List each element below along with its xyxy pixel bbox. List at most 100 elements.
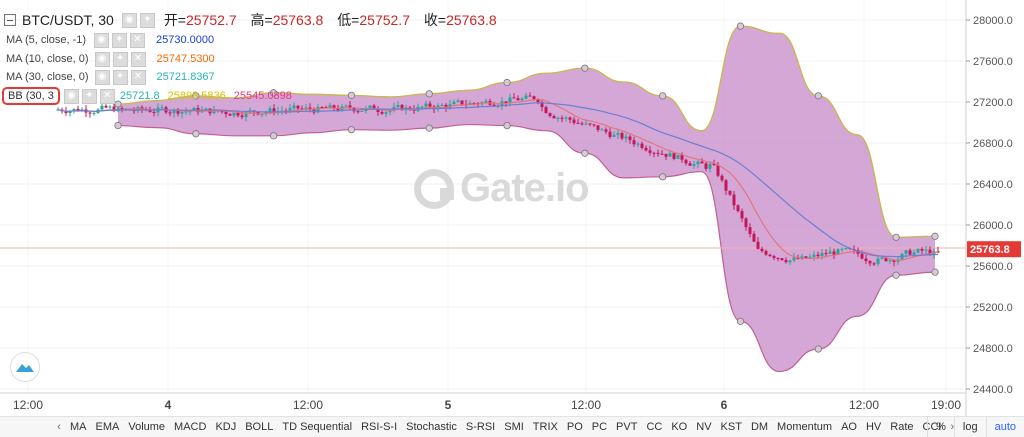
candle-body [660, 153, 664, 155]
toolbar-item-rsi-s-i[interactable]: RSI-S-I [361, 421, 398, 433]
percent-toggle[interactable]: % [927, 417, 954, 437]
candle-body [624, 136, 628, 139]
tradingview-logo[interactable] [10, 352, 40, 382]
toolbar-item-ma[interactable]: MA [70, 421, 87, 433]
toolbar-item-rate[interactable]: Rate [890, 421, 914, 433]
candle-body [772, 256, 776, 258]
candle-body [368, 105, 372, 108]
log-toggle[interactable]: log [953, 417, 986, 437]
candle-body [824, 253, 828, 255]
toolbar-item-kdj[interactable]: KDJ [215, 421, 237, 433]
toolbar-item-ema[interactable]: EMA [95, 421, 120, 433]
toolbar-item-stochastic[interactable]: Stochastic [406, 421, 457, 433]
toolbar-item-ko[interactable]: KO [671, 421, 688, 433]
scroll-right-icon[interactable]: › [950, 421, 955, 433]
close-icon[interactable]: ✕ [130, 32, 145, 48]
visibility-icon[interactable]: ◉ [94, 51, 110, 67]
candle-body [516, 98, 520, 101]
close-icon[interactable]: ✕ [130, 69, 146, 85]
candle-body [348, 105, 352, 108]
candle-body [484, 100, 488, 103]
candle-body [224, 111, 228, 115]
candle-body [296, 105, 300, 109]
candle-body [804, 256, 808, 258]
visibility-icon[interactable]: ◉ [94, 32, 109, 48]
toolbar-item-hv[interactable]: HV [865, 421, 882, 433]
collapse-legend-icon[interactable] [4, 14, 16, 26]
toolbar-item-macd[interactable]: MACD [174, 421, 207, 433]
visibility-icon[interactable]: ◉ [94, 69, 110, 85]
candle-body [168, 112, 172, 114]
toolbar-item-dm[interactable]: DM [750, 421, 769, 433]
candle-body [704, 163, 708, 169]
candle-body [172, 109, 176, 114]
candle-body [444, 104, 448, 108]
low-value: 25752.7 [359, 12, 410, 28]
close-icon[interactable]: ✕ [130, 51, 146, 67]
candle-body [136, 107, 140, 111]
indicator-bb[interactable]: BB (30, 3 ◉ ✦ ✕ 25721.8 25898.5836 25545… [2, 87, 292, 105]
candle-body [840, 248, 844, 250]
toolbar-item-pvt[interactable]: PVT [616, 421, 638, 433]
settings-icon[interactable]: ✦ [112, 69, 128, 85]
toolbar-item-cc[interactable]: CC [646, 421, 663, 433]
candle-body [232, 113, 236, 116]
toolbar-item-s-rsi[interactable]: S-RSI [465, 421, 496, 433]
toolbar-item-volume[interactable]: Volume [128, 421, 166, 433]
toolbar-item-po[interactable]: PO [566, 421, 583, 433]
indicator-name: MA (10, close, 0) [6, 53, 89, 65]
candle-body [740, 211, 744, 219]
candle-body [324, 107, 328, 109]
candle-body [504, 101, 508, 103]
candle-body [344, 105, 348, 107]
settings-icon[interactable]: ✦ [139, 12, 155, 28]
candle-body [632, 140, 636, 145]
settings-icon[interactable]: ✦ [112, 32, 127, 48]
candle-body [876, 258, 880, 264]
scroll-left-icon[interactable]: ‹ [57, 421, 61, 433]
auto-toggle[interactable]: auto [985, 417, 1024, 437]
toolbar-item-smi[interactable]: SMI [504, 421, 524, 433]
toolbar-item-ao[interactable]: AO [841, 421, 857, 433]
candle-body [920, 248, 924, 251]
settings-icon[interactable]: ✦ [112, 51, 128, 67]
time-axis: 12:00 4 12:00 5 12:00 6 12:00 19:00 [0, 392, 966, 412]
time-tick-label: 5 [445, 398, 452, 412]
bb-upper-point [814, 92, 822, 100]
toolbar-item-boll[interactable]: BOLL [245, 421, 274, 433]
bb-lower-line [117, 123, 936, 373]
bb-upper-point [581, 64, 589, 72]
bb-lower-value: 25545.0898 [233, 90, 292, 102]
symbol-header: BTC/USDT, 30 ◉ ✦ 开=25752.7 高=25763.8 低=2… [4, 11, 507, 29]
candle-body [728, 190, 732, 195]
candle-body [180, 112, 184, 114]
price-tick-label: 26800.0 [973, 138, 1013, 150]
close-icon[interactable]: ✕ [99, 88, 115, 104]
toolbar-item-nv[interactable]: NV [696, 421, 712, 433]
bb-lower-point [114, 121, 122, 130]
candle-body [592, 124, 596, 126]
candle-body [132, 110, 136, 112]
candle-body [108, 106, 112, 108]
indicator-ma30[interactable]: MA (30, close, 0) ◉ ✦ ✕ 25721.8367 [6, 68, 215, 86]
price-tick-label: 24400.0 [973, 384, 1013, 396]
indicator-ma10[interactable]: MA (10, close, 0) ◉ ✦ ✕ 25747.5300 [6, 50, 215, 68]
candle-body [536, 99, 540, 102]
settings-icon[interactable]: ✦ [81, 88, 97, 104]
toolbar-item-kst[interactable]: KST [720, 421, 742, 433]
bb-lower-point [270, 132, 278, 140]
toolbar-item-td-sequential[interactable]: TD Sequential [282, 421, 353, 433]
indicator-ma5[interactable]: MA (5, close, -1) ◉ ✦ ✕ 25730.0000 [6, 31, 214, 49]
candle-body [812, 254, 816, 257]
toolbar-item-pc[interactable]: PC [591, 421, 608, 433]
candle-body [68, 111, 72, 114]
visibility-icon[interactable]: ◉ [63, 88, 79, 104]
candle-body [776, 257, 780, 259]
visibility-icon[interactable]: ◉ [121, 12, 137, 28]
candle-body [316, 107, 320, 113]
toolbar-item-momentum[interactable]: Momentum [777, 421, 833, 433]
candle-body [764, 251, 768, 255]
toolbar-item-trix[interactable]: TRIX [532, 421, 558, 433]
